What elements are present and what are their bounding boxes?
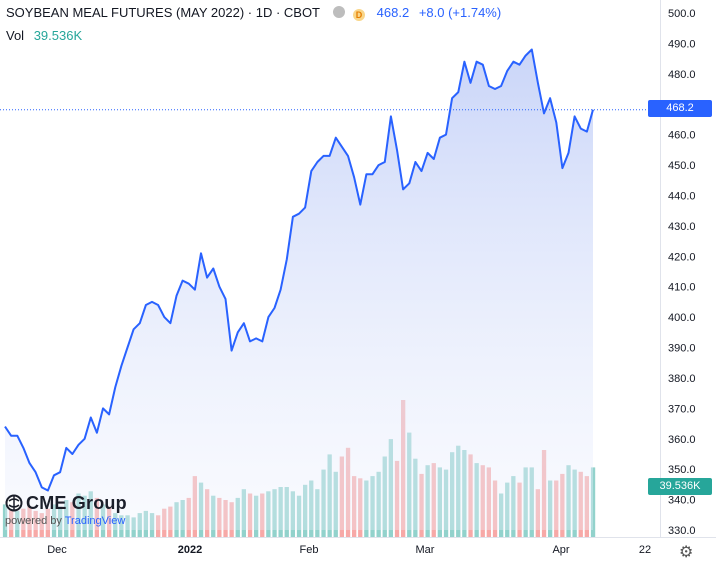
price-axis-label: 380.0 [668,373,696,385]
price-axis-label: 420.0 [668,251,696,263]
last-price: 468.2 [376,5,410,20]
price-axis-label: 370.0 [668,403,696,415]
price-axis-label: 440.0 [668,191,696,203]
volume-label: Vol [6,28,25,43]
delayed-badge-icon[interactable]: D [353,9,366,21]
price-change: +8.0 (+1.74%) [418,5,502,20]
price-axis-label: 490.0 [668,38,696,50]
symbol-title[interactable]: SOYBEAN MEAL FUTURES (MAY 2022) · 1D · C… [6,5,320,20]
time-axis-label: 2022 [178,544,202,556]
legend-dot [333,6,346,18]
time-axis-label: Mar [416,544,435,556]
price-axis-label: 480.0 [668,69,696,81]
price-axis-label: 450.0 [668,160,696,172]
volume-legend: Vol 39.536K [6,28,82,43]
price-axis-label: 390.0 [668,343,696,355]
time-axis-label: Feb [300,544,319,556]
cme-group-logo-text: CME Group [5,493,127,514]
price-axis-label: 430.0 [668,221,696,233]
price-axis-label: 410.0 [668,282,696,294]
time-axis-label: 22 [639,544,651,556]
price-axis-label: 330.0 [668,525,696,537]
time-axis-label: Dec [47,544,67,556]
time-axis-ticks: Dec 2022 Feb Mar Apr 22 [47,544,651,556]
price-axis-label: 500.0 [668,8,696,20]
powered-by-tradingview: powered by TradingView [5,515,127,527]
price-area [4,48,594,530]
price-line [4,48,594,492]
price-axis-label: 340.0 [668,495,696,507]
volume-bar [590,467,596,537]
price-axis-label: 400.0 [668,312,696,324]
volume-value: 39.536K [33,28,83,43]
cme-group-text: CME Group [26,493,127,513]
price-tag: 468.2 [648,100,712,117]
price-area-fill [5,49,593,530]
price-axis-label: 460.0 [668,130,696,142]
price-axis-label: 350.0 [668,464,696,476]
powered-by-text: powered by [5,515,62,527]
price-axis-label: 360.0 [668,434,696,446]
time-axis-label: Apr [552,544,569,556]
price-axis-ticks: 330.0 340.0 350.0 360.0 370.0 380.0 390.0 400.0… [668,8,696,537]
chart-header: SOYBEAN MEAL FUTURES (MAY 2022) · 1D · C… [6,5,501,21]
tradingview-link[interactable]: TradingView [64,515,126,527]
gear-icon[interactable]: ⚙ [679,544,694,561]
cme-logo[interactable]: CME Group powered by TradingView [5,493,127,527]
volume-tag: 39.536K [648,478,712,495]
cme-globe-icon [5,494,23,512]
